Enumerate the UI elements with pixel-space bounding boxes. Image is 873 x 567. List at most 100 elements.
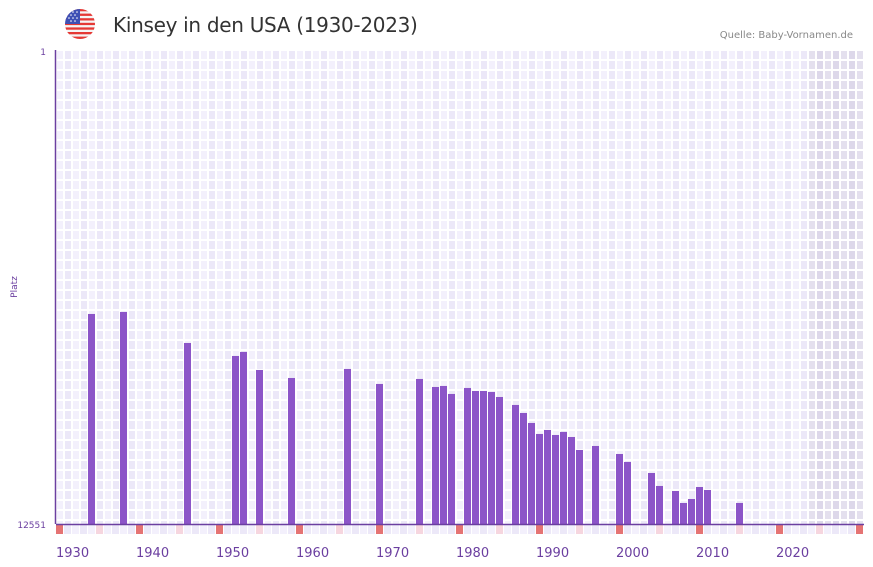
grid-cell xyxy=(313,191,319,199)
grid-cell xyxy=(801,411,807,419)
grid-cell xyxy=(681,51,687,59)
grid-cell xyxy=(465,71,471,79)
grid-cell xyxy=(705,181,711,189)
bar-1997[interactable] xyxy=(592,445,599,524)
grid-cell xyxy=(657,171,663,179)
grid-cell xyxy=(513,341,519,349)
grid-cell xyxy=(369,131,375,139)
grid-cell xyxy=(705,241,711,249)
bar-1979[interactable] xyxy=(448,393,455,524)
grid-cell xyxy=(473,131,479,139)
bar-1970[interactable] xyxy=(376,383,383,524)
grid-cell xyxy=(97,121,103,129)
bar-1952[interactable] xyxy=(232,355,239,524)
grid-cell xyxy=(145,471,151,479)
bar-1984[interactable] xyxy=(488,391,495,524)
grid-cell xyxy=(345,261,351,269)
grid-cell xyxy=(593,171,599,179)
bar-1985[interactable] xyxy=(496,396,503,524)
grid-cell xyxy=(329,51,335,59)
bar-1966[interactable] xyxy=(344,368,351,524)
bar-2015[interactable] xyxy=(736,502,743,524)
bar-1975[interactable] xyxy=(416,378,423,524)
grid-cell xyxy=(329,301,335,309)
grid-cell xyxy=(697,241,703,249)
grid-cell xyxy=(545,201,551,209)
grid-cell xyxy=(417,281,423,289)
grid-cell xyxy=(825,91,831,99)
grid-cell xyxy=(81,511,87,519)
grid-cell xyxy=(113,161,119,169)
grid-cell xyxy=(721,341,727,349)
grid-cell xyxy=(569,111,575,119)
grid-cell xyxy=(505,501,511,509)
grid-cell xyxy=(505,461,511,469)
bar-2011[interactable] xyxy=(704,489,711,524)
grid-cell xyxy=(241,151,247,159)
grid-cell xyxy=(153,231,159,239)
grid-cell xyxy=(737,161,743,169)
bar-1959[interactable] xyxy=(288,377,295,524)
bar-2004[interactable] xyxy=(648,472,655,524)
grid-cell xyxy=(377,71,383,79)
grid-cell xyxy=(761,171,767,179)
bar-1977[interactable] xyxy=(432,386,439,524)
grid-cell xyxy=(617,131,623,139)
bar-1978[interactable] xyxy=(440,385,447,524)
grid-cell xyxy=(721,381,727,389)
grid-cell xyxy=(369,391,375,399)
bar-1938[interactable] xyxy=(120,311,127,524)
grid-cell xyxy=(785,441,791,449)
bar-1953[interactable] xyxy=(240,351,247,524)
grid-cell xyxy=(81,481,87,489)
grid-cell xyxy=(65,391,71,399)
source-link[interactable]: Quelle: Baby-Vornamen.de xyxy=(719,30,853,41)
grid-cell xyxy=(649,281,655,289)
bar-1982[interactable] xyxy=(472,390,479,524)
grid-cell xyxy=(729,151,735,159)
bar-2009[interactable] xyxy=(688,498,695,524)
grid-cell xyxy=(529,291,535,299)
bar-1987[interactable] xyxy=(512,404,519,524)
grid-cell xyxy=(161,171,167,179)
grid-cell xyxy=(801,171,807,179)
bar-1981[interactable] xyxy=(464,387,471,524)
grid-cell xyxy=(705,461,711,469)
bar-2000[interactable] xyxy=(616,453,623,524)
bar-2010[interactable] xyxy=(696,486,703,524)
grid-cell xyxy=(137,321,143,329)
grid-cell xyxy=(489,131,495,139)
bar-2001[interactable] xyxy=(624,461,631,524)
grid-cell xyxy=(689,441,695,449)
grid-cell xyxy=(233,281,239,289)
bar-2008[interactable] xyxy=(680,502,687,524)
grid-cell xyxy=(209,71,215,79)
grid-cell xyxy=(313,461,319,469)
grid-cell xyxy=(753,401,759,409)
grid-cell xyxy=(681,341,687,349)
bar-1934[interactable] xyxy=(88,313,95,524)
grid-cell xyxy=(537,341,543,349)
grid-cell xyxy=(297,361,303,369)
bar-1993[interactable] xyxy=(560,431,567,524)
grid-cell xyxy=(681,301,687,309)
bar-1988[interactable] xyxy=(520,412,527,524)
bar-1955[interactable] xyxy=(256,369,263,524)
bar-1983[interactable] xyxy=(480,390,487,524)
grid-cell xyxy=(657,371,663,379)
bar-1991[interactable] xyxy=(544,429,551,524)
bar-1990[interactable] xyxy=(536,433,543,524)
bar-1989[interactable] xyxy=(528,422,535,524)
grid-cell xyxy=(673,81,679,89)
grid-cell xyxy=(169,441,175,449)
bar-1946[interactable] xyxy=(184,342,191,524)
grid-cell xyxy=(297,511,303,519)
grid-cell xyxy=(425,51,431,59)
bar-2007[interactable] xyxy=(672,490,679,524)
bar-1992[interactable] xyxy=(552,434,559,524)
grid-cell xyxy=(625,221,631,229)
grid-cell xyxy=(673,291,679,299)
bar-1994[interactable] xyxy=(568,436,575,524)
bar-1995[interactable] xyxy=(576,449,583,524)
bar-2005[interactable] xyxy=(656,485,663,524)
